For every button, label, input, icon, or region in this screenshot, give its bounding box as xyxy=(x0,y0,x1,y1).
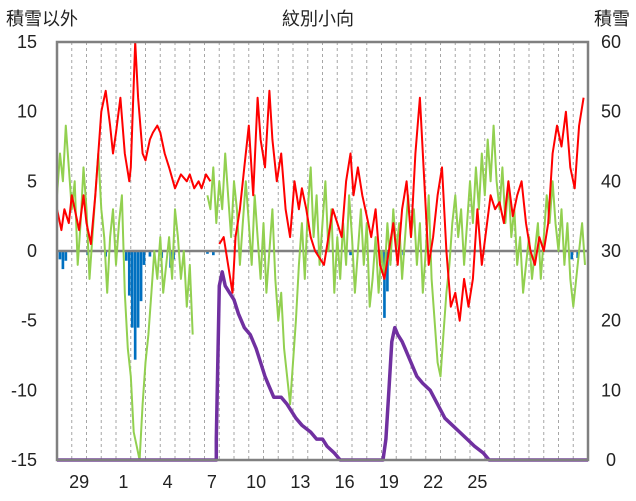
x-tick-label: 25 xyxy=(467,472,487,492)
bar xyxy=(212,251,215,256)
right-y-ticks: 60 50 40 30 20 10 0 xyxy=(601,32,621,470)
right-y-tick-label: 10 xyxy=(601,380,621,400)
bar xyxy=(124,251,128,261)
bar xyxy=(316,251,320,256)
left-axis-label: 積雪以外 xyxy=(6,9,78,30)
series-layer xyxy=(56,41,588,462)
left-y-ticks: 15 10 5 0 -5 -10 -15 xyxy=(11,32,37,470)
x-tick-label: 22 xyxy=(423,472,443,492)
right-y-tick-label: 50 xyxy=(601,102,621,122)
x-tick-label: 13 xyxy=(290,472,310,492)
left-y-tick-label: -5 xyxy=(21,311,37,331)
series-line-purple xyxy=(57,270,588,462)
x-tick-label: 16 xyxy=(335,472,355,492)
right-y-tick-label: 40 xyxy=(601,171,621,191)
x-tick-label: 4 xyxy=(163,472,173,492)
bar xyxy=(570,251,574,260)
bar xyxy=(136,251,140,328)
left-y-tick-label: -15 xyxy=(11,450,37,470)
bar xyxy=(130,251,134,328)
plot-frame xyxy=(55,40,590,462)
bar xyxy=(576,251,580,258)
series-line-red xyxy=(56,41,212,245)
x-tick-label: 29 xyxy=(69,472,89,492)
left-y-tick-label: 10 xyxy=(17,102,37,122)
x-tick-label: 19 xyxy=(379,472,399,492)
chart-title: 紋別小向 xyxy=(282,9,354,30)
left-y-tick-label: -10 xyxy=(11,380,37,400)
bar xyxy=(61,251,65,270)
right-y-tick-label: 30 xyxy=(601,241,621,261)
right-y-tick-label: 20 xyxy=(601,311,621,331)
bar xyxy=(139,251,143,302)
bar xyxy=(148,251,152,257)
grid xyxy=(71,42,574,460)
series-line-red2 xyxy=(218,89,585,322)
series-line-green xyxy=(56,124,194,461)
bar xyxy=(142,251,146,265)
left-y-tick-label: 0 xyxy=(27,241,37,261)
x-ticks: 29 1 4 7 10 13 16 19 22 25 xyxy=(69,472,487,492)
bar xyxy=(349,251,352,256)
right-y-tick-label: 60 xyxy=(601,32,621,52)
x-tick-label: 10 xyxy=(246,472,266,492)
x-tick-label: 7 xyxy=(207,472,217,492)
bar xyxy=(58,251,62,260)
bar xyxy=(64,251,68,261)
left-y-tick-label: 5 xyxy=(27,171,37,191)
bar xyxy=(127,251,131,296)
bar xyxy=(206,251,209,254)
right-axis-label: 積雪 xyxy=(594,9,630,30)
bar xyxy=(383,251,386,318)
left-y-tick-label: 15 xyxy=(17,32,37,52)
x-tick-label: 1 xyxy=(118,472,128,492)
bars-layer xyxy=(58,251,580,360)
right-y-tick-label: 0 xyxy=(606,450,616,470)
bar xyxy=(133,251,137,360)
bar xyxy=(386,251,389,292)
